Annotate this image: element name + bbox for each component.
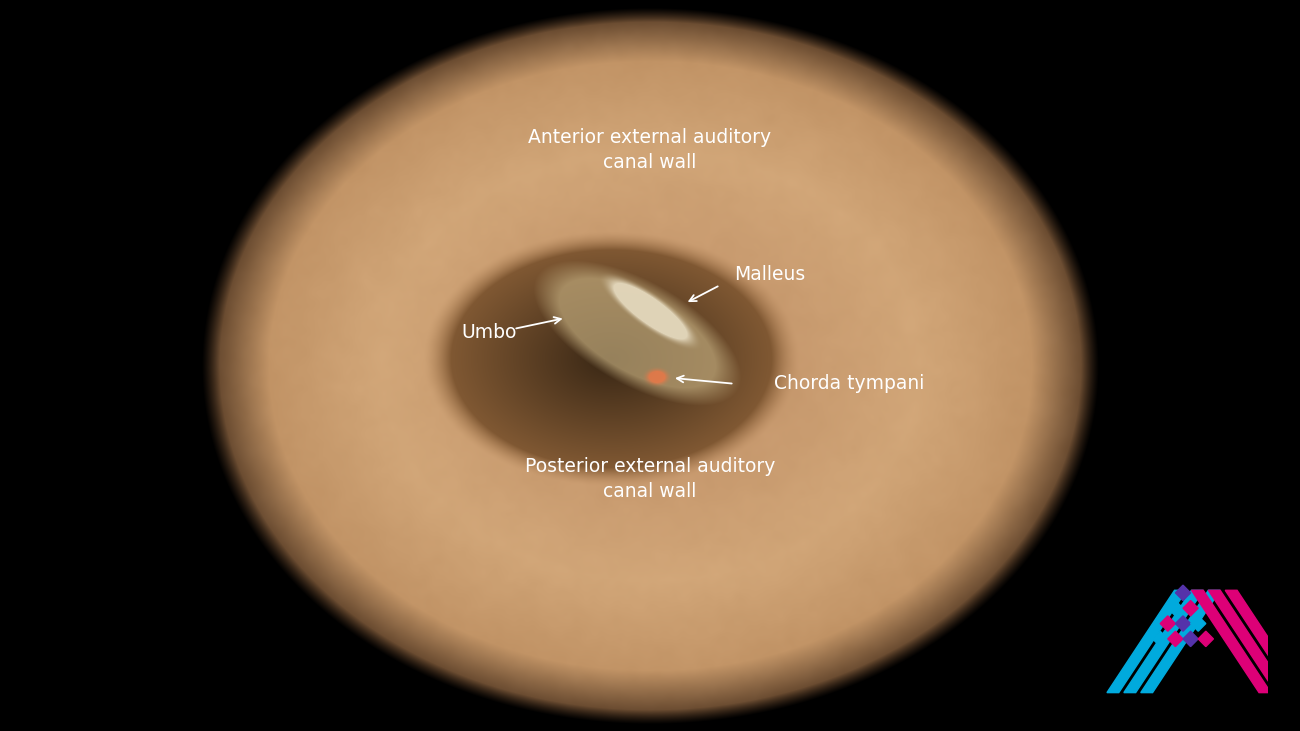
- Polygon shape: [1191, 591, 1271, 693]
- Polygon shape: [1167, 601, 1183, 616]
- Polygon shape: [1141, 591, 1221, 693]
- Text: Anterior external auditory
canal wall: Anterior external auditory canal wall: [528, 128, 772, 172]
- Text: Posterior external auditory
canal wall: Posterior external auditory canal wall: [525, 457, 775, 501]
- Text: Malleus: Malleus: [734, 265, 806, 284]
- Polygon shape: [1225, 591, 1300, 693]
- Polygon shape: [1183, 632, 1199, 647]
- Polygon shape: [1208, 591, 1288, 693]
- Text: Umbo: Umbo: [462, 323, 517, 342]
- Polygon shape: [1160, 616, 1175, 632]
- Polygon shape: [1108, 591, 1187, 693]
- Polygon shape: [1175, 616, 1191, 632]
- Polygon shape: [1199, 632, 1213, 647]
- Polygon shape: [1153, 632, 1167, 647]
- Polygon shape: [1167, 632, 1183, 647]
- Text: Chorda tympani: Chorda tympani: [774, 374, 924, 393]
- Polygon shape: [1123, 591, 1204, 693]
- Polygon shape: [1191, 616, 1206, 632]
- Polygon shape: [1183, 601, 1199, 616]
- Polygon shape: [1175, 585, 1191, 601]
